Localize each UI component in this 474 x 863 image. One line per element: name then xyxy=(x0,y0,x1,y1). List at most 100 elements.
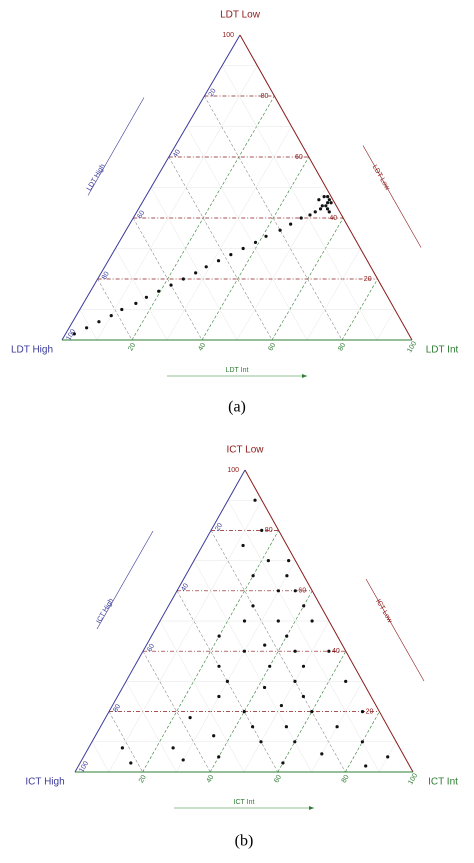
grid-line-int xyxy=(345,711,380,773)
data-point xyxy=(217,664,221,668)
side-label-int: ICT Int xyxy=(234,799,255,806)
data-point xyxy=(120,746,124,750)
low-tick-label: 20 xyxy=(366,708,374,715)
high-tick-label: 100 xyxy=(78,760,90,774)
data-point xyxy=(324,204,328,208)
corner-label-high: LDT High xyxy=(11,345,53,356)
data-point xyxy=(171,746,175,750)
data-point xyxy=(266,559,270,563)
axis-high xyxy=(61,34,241,341)
data-point xyxy=(279,703,283,708)
axis-low xyxy=(244,469,414,773)
data-point xyxy=(344,679,348,684)
minor-grid xyxy=(79,309,98,341)
minor-grid xyxy=(376,309,395,341)
data-point xyxy=(276,619,280,623)
data-point xyxy=(293,589,297,593)
high-tick-label: 40 xyxy=(180,582,190,592)
minor-grid xyxy=(91,741,109,773)
data-point xyxy=(327,649,331,653)
minor-grid xyxy=(115,248,168,341)
data-point xyxy=(293,679,297,684)
data-point xyxy=(204,265,208,269)
data-point xyxy=(217,755,221,759)
minor-grid xyxy=(193,560,312,773)
data-point xyxy=(310,710,314,714)
low-tick-label: 80 xyxy=(265,527,273,534)
caption: (a) xyxy=(228,399,246,416)
low-tick-label: 40 xyxy=(329,215,337,222)
int-tick-label: 60 xyxy=(273,774,283,784)
data-point xyxy=(364,764,368,768)
data-point xyxy=(278,228,282,232)
data-point xyxy=(263,643,267,647)
data-point xyxy=(251,725,255,729)
data-point xyxy=(386,755,390,759)
data-point xyxy=(287,559,291,563)
side-label-high: ICT High xyxy=(95,597,115,624)
minor-grid xyxy=(150,187,238,341)
data-point xyxy=(241,246,245,251)
data-point xyxy=(301,664,306,668)
data-point xyxy=(188,716,192,720)
int-tick-label: 20 xyxy=(127,342,137,352)
high-tick-label: 20 xyxy=(214,522,224,532)
int-tick-label: 100 xyxy=(407,772,419,786)
corner-label-int: LDT Int xyxy=(426,345,459,356)
low-tick-label: 20 xyxy=(364,276,372,283)
grid-line-int xyxy=(142,530,279,773)
arrow-low xyxy=(362,145,422,248)
data-point xyxy=(181,277,185,281)
data-point xyxy=(268,664,272,668)
data-point xyxy=(217,694,221,699)
low-tick-label: 40 xyxy=(332,648,340,655)
int-tick-label: 80 xyxy=(337,342,347,352)
axis-low xyxy=(239,34,413,341)
data-point xyxy=(253,498,257,502)
high-tick-label: 60 xyxy=(146,643,156,653)
data-point xyxy=(242,649,246,653)
int-tick-label: 40 xyxy=(206,774,216,784)
data-point xyxy=(360,710,365,714)
minor-grid xyxy=(176,560,296,773)
data-point xyxy=(302,604,306,608)
grid-line-high xyxy=(132,217,203,341)
high-tick-label: 20 xyxy=(208,88,218,98)
minor-grid xyxy=(222,65,378,341)
data-point xyxy=(264,234,268,238)
data-point xyxy=(120,307,124,312)
data-point xyxy=(326,195,330,199)
data-point xyxy=(242,619,247,623)
minor-grid xyxy=(227,500,380,773)
low-tick-label: 60 xyxy=(298,588,306,595)
int-tick-label: 80 xyxy=(341,774,351,784)
grid-line-high xyxy=(210,530,346,773)
caption: (b) xyxy=(235,833,254,850)
high-tick-label: 60 xyxy=(136,210,146,220)
side-label-low: LDT Low xyxy=(371,164,391,192)
low-tick-label: 60 xyxy=(295,154,303,161)
arrow-high xyxy=(87,97,145,196)
low-tick-label: 100 xyxy=(222,32,234,39)
data-point xyxy=(293,649,297,653)
low-tick-label: 80 xyxy=(261,93,269,100)
data-point xyxy=(308,213,312,217)
int-tick-label: 40 xyxy=(197,342,207,352)
grid-line-high xyxy=(142,651,211,773)
data-point xyxy=(276,589,280,593)
data-point xyxy=(72,332,76,336)
corner-label-low: LDT Low xyxy=(220,10,261,21)
data-point xyxy=(229,253,233,257)
data-point xyxy=(310,619,314,623)
data-point xyxy=(260,528,264,533)
data-point xyxy=(253,240,258,244)
data-point xyxy=(85,326,89,330)
minor-grid xyxy=(186,126,308,341)
arrow-int-head xyxy=(309,806,314,810)
data-point xyxy=(327,210,331,214)
data-point xyxy=(259,740,263,744)
data-point xyxy=(320,204,324,208)
data-point xyxy=(225,679,229,684)
minor-grid xyxy=(108,500,262,773)
